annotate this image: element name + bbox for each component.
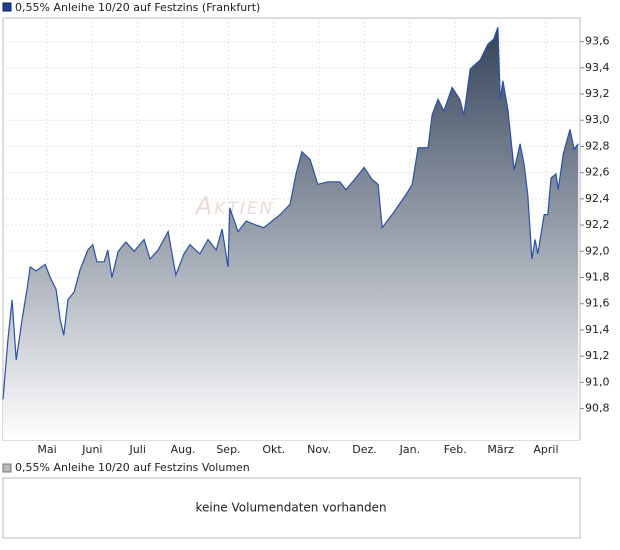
x-tick-label: Jan. (399, 443, 420, 456)
x-tick-label: Sep. (216, 443, 240, 456)
y-tick-label: 93,6 (585, 35, 610, 48)
y-tick-label: 92,8 (585, 139, 610, 152)
y-tick-label: 92,2 (585, 218, 610, 231)
volume-legend-swatch (2, 463, 12, 473)
x-tick-label: Juli (129, 443, 146, 456)
y-tick-label: 91,8 (585, 270, 610, 283)
volume-message: keine Volumendaten vorhanden (195, 501, 386, 515)
price-area (3, 27, 579, 440)
y-tick-label: 92,0 (585, 244, 610, 257)
x-tick-label: Okt. (262, 443, 285, 456)
y-tick-label: 93,2 (585, 87, 610, 100)
y-tick-label: 91,0 (585, 375, 610, 388)
x-tick-label: Mai (37, 443, 56, 456)
legend-label: 0,55% Anleihe 10/20 auf Festzins (Frankf… (15, 1, 260, 14)
x-tick-label: März (487, 443, 514, 456)
x-tick-label: Feb. (444, 443, 467, 456)
watermark: Aktien (194, 192, 274, 220)
y-tick-label: 93,4 (585, 61, 610, 74)
volume-panel (2, 477, 581, 539)
legend-swatch (2, 2, 12, 12)
x-tick-label: April (533, 443, 558, 456)
x-tick-label: Nov. (307, 443, 331, 456)
y-tick-label: 91,6 (585, 297, 610, 310)
y-tick-label: 90,8 (585, 402, 610, 415)
y-tick-label: 93,0 (585, 113, 610, 126)
price-line (2, 27, 579, 400)
y-tick-label: 91,4 (585, 323, 610, 336)
x-tick-label: Dez. (352, 443, 377, 456)
volume-legend-label: 0,55% Anleihe 10/20 auf Festzins Volumen (15, 461, 250, 474)
x-tick-label: Aug. (171, 443, 196, 456)
y-tick-label: 91,2 (585, 349, 610, 362)
y-tick-label: 92,6 (585, 166, 610, 179)
x-tick-label: Juni (81, 443, 102, 456)
y-tick-label: 92,4 (585, 192, 610, 205)
